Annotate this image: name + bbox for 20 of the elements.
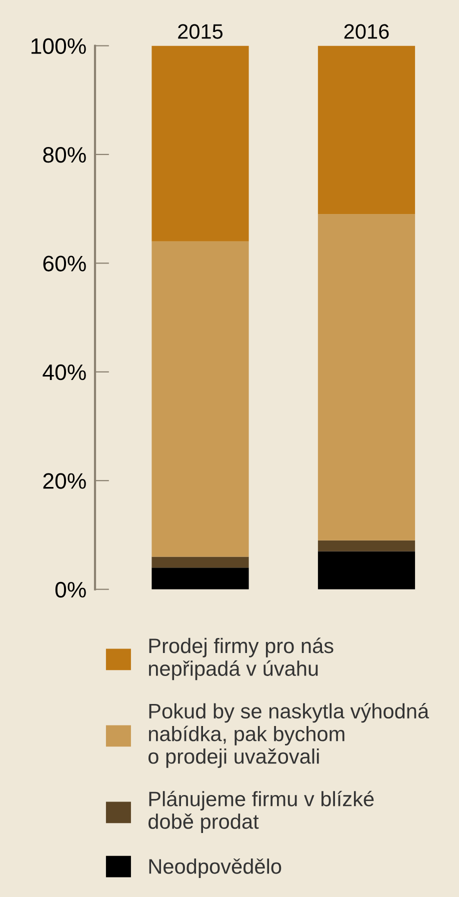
legend-label: Pokud by se naskytla výhodná nabídka, pak bychom o prodeji uvažovali xyxy=(148,702,430,768)
bar xyxy=(318,46,416,214)
bar xyxy=(318,214,416,540)
bar xyxy=(318,540,416,552)
legend-label: Neodpovědělo xyxy=(149,858,282,878)
y-tick-label: 20% xyxy=(43,473,86,489)
bar xyxy=(152,556,249,568)
bar xyxy=(152,241,249,557)
y-tick-label: 40% xyxy=(42,364,86,380)
legend-label: Prodej firmy pro nás nepřipadá v úvahu xyxy=(149,638,334,680)
bar xyxy=(152,46,249,242)
y-tick-label: 100% xyxy=(32,38,86,54)
y-tick-label: 0% xyxy=(55,582,86,598)
x-tick-label: 2015 xyxy=(178,24,223,39)
y-tick-label: 60% xyxy=(43,256,86,272)
legend-label: Plánujeme firmu v blízké době prodat xyxy=(148,790,374,834)
x-tick-label: 2016 xyxy=(344,24,389,39)
bar xyxy=(152,568,249,590)
y-tick-label: 80% xyxy=(43,147,86,163)
bar xyxy=(318,551,416,590)
